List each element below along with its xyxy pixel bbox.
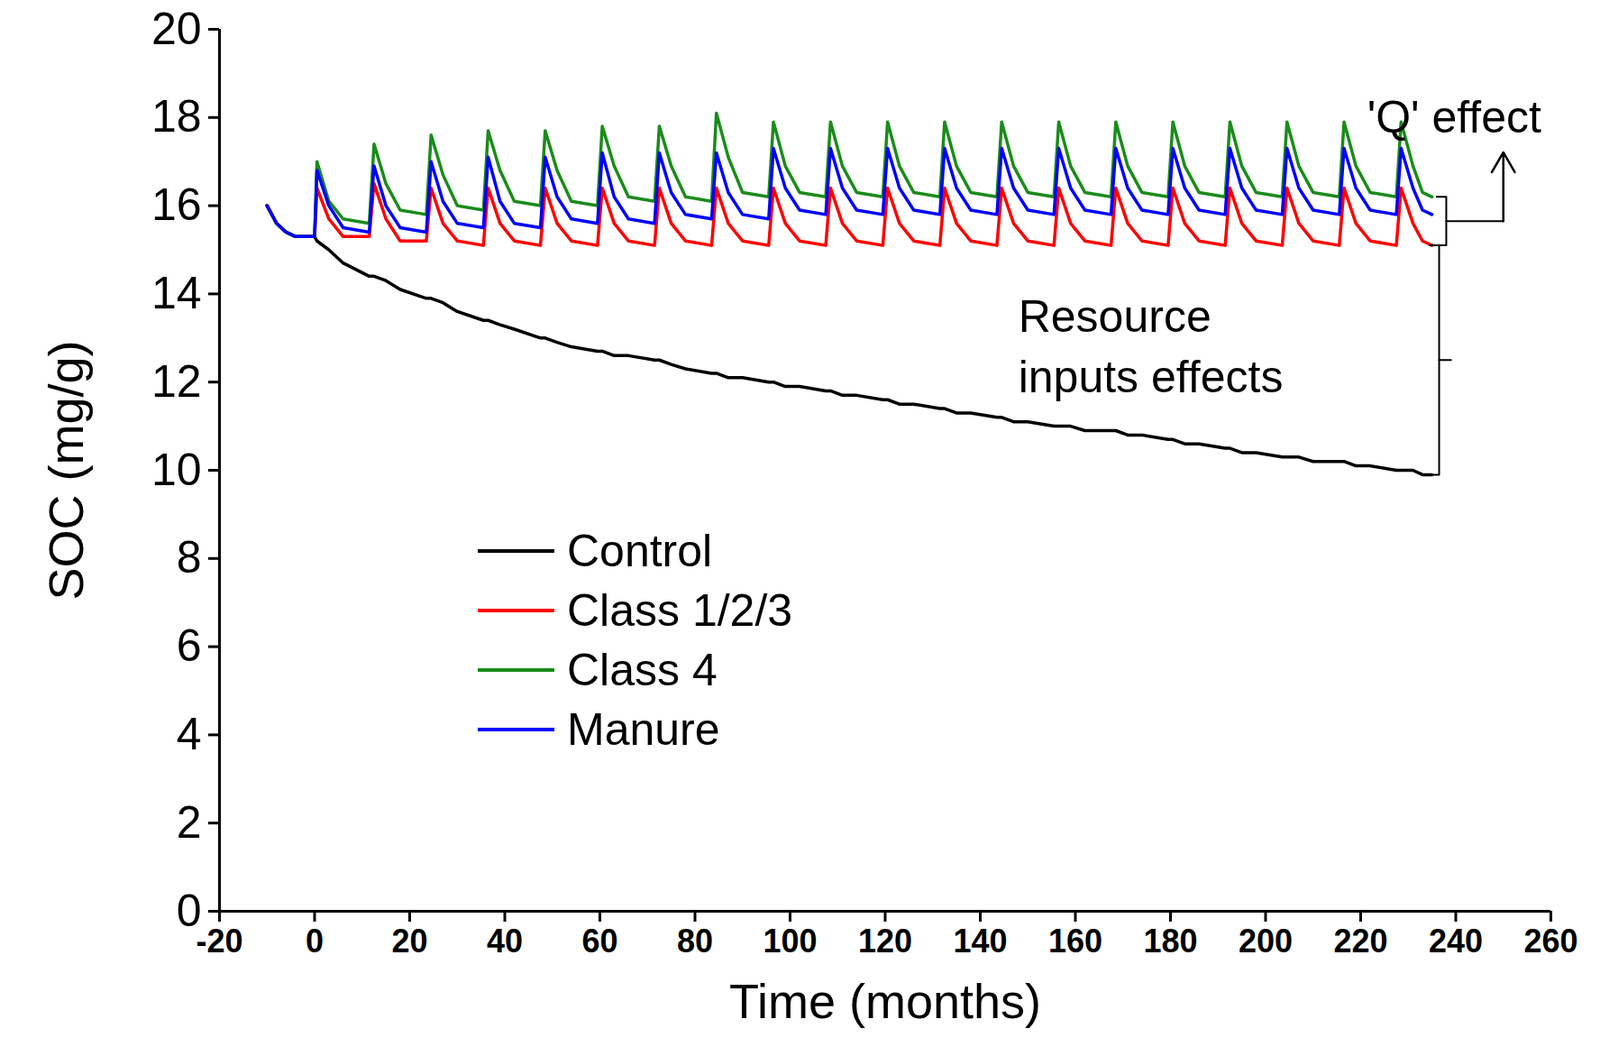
html-text:Class 1/2/3: Class 1/2/3 xyxy=(566,585,793,636)
svg-text:40: 40 xyxy=(486,922,523,960)
svg-text:4: 4 xyxy=(176,708,202,759)
html-text:Control: Control xyxy=(566,525,713,576)
svg-text:140: 140 xyxy=(952,922,1007,960)
svg-text:0: 0 xyxy=(176,884,202,936)
svg-text:20: 20 xyxy=(391,922,428,960)
svg-text:20: 20 xyxy=(151,3,202,55)
svg-text:-20: -20 xyxy=(195,922,243,960)
svg-text:160: 160 xyxy=(1048,922,1103,960)
svg-text:SOC (mg/g): SOC (mg/g) xyxy=(38,339,93,600)
svg-text:220: 220 xyxy=(1333,922,1388,960)
svg-text:120: 120 xyxy=(858,922,913,960)
svg-text:80: 80 xyxy=(676,922,714,960)
svg-text:18: 18 xyxy=(151,91,202,142)
svg-text:100: 100 xyxy=(762,922,817,960)
svg-text:8: 8 xyxy=(176,531,202,583)
svg-text:6: 6 xyxy=(176,620,202,671)
svg-text:2: 2 xyxy=(176,796,202,848)
svg-text:260: 260 xyxy=(1523,922,1578,960)
svg-text:Resourceinputs effects: Resourceinputs effects xyxy=(1018,291,1284,403)
html-text:Manure: Manure xyxy=(566,704,720,755)
svg-text:12: 12 xyxy=(151,356,202,407)
svg-text:0: 0 xyxy=(305,922,324,960)
svg-text:'Q' effect: 'Q' effect xyxy=(1367,91,1542,143)
svg-text:14: 14 xyxy=(151,267,202,319)
svg-text:180: 180 xyxy=(1142,922,1198,960)
svg-text:Time (months): Time (months) xyxy=(729,973,1042,1028)
svg-text:10: 10 xyxy=(151,444,202,495)
svg-text:240: 240 xyxy=(1428,922,1483,960)
html-text:Class 4: Class 4 xyxy=(566,644,718,695)
svg-text:16: 16 xyxy=(151,179,202,230)
svg-text:200: 200 xyxy=(1238,922,1293,960)
svg-text:60: 60 xyxy=(581,922,618,960)
